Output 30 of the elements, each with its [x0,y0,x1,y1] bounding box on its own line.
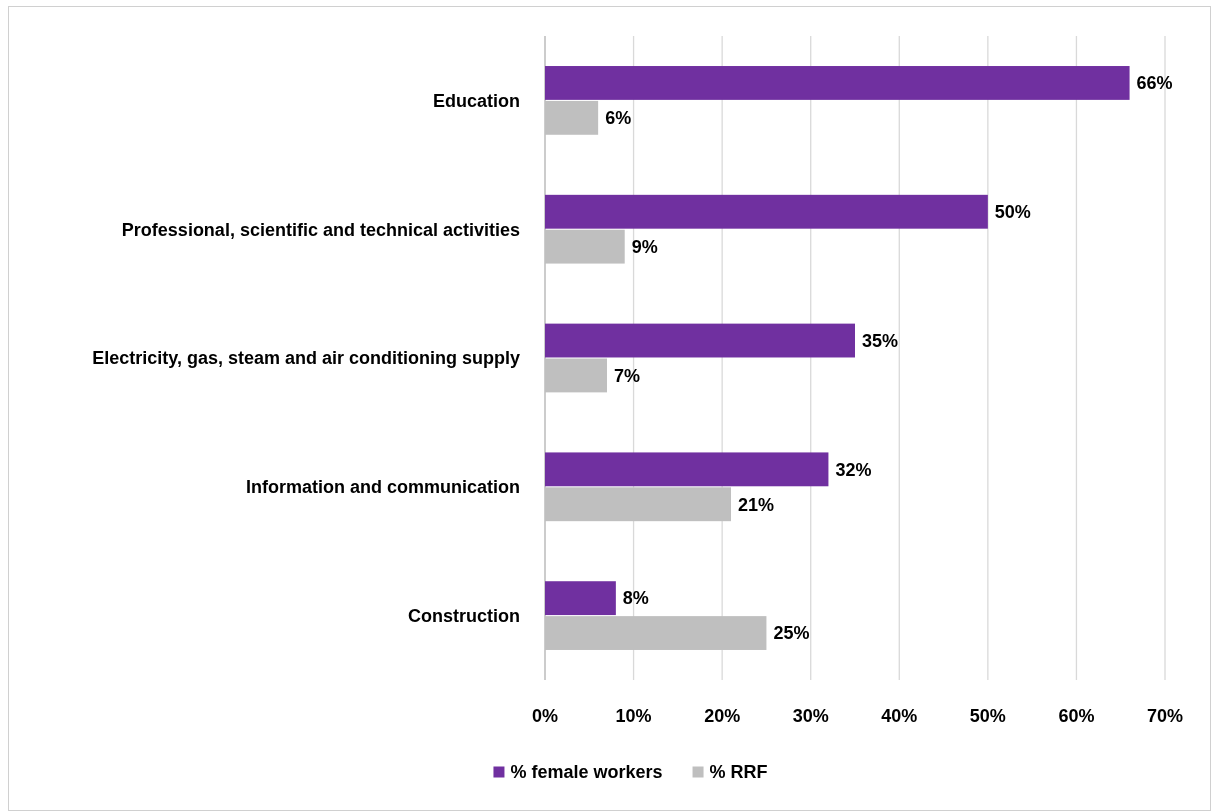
bar [545,581,616,616]
bar [545,194,988,229]
data-label: 32% [835,459,872,480]
x-tick-label: 50% [969,706,1006,727]
data-label: 66% [1136,73,1173,94]
y-tick-label: Professional, scientific and technical activities [121,219,520,240]
y-tick-label: Electricity, gas, steam and air conditioning supply [92,348,520,369]
legend-label: % RRF [709,762,768,783]
legend-label: % female workers [510,762,663,783]
y-tick-label: Construction [408,605,520,626]
bar [545,452,829,487]
x-tick-label: 0% [531,706,559,727]
data-label: 25% [773,623,810,644]
x-tick-label: 60% [1058,706,1095,727]
x-tick-label: 40% [881,706,918,727]
x-tick-label: 70% [1146,706,1184,727]
x-tick-label: 20% [704,706,741,727]
data-label: 35% [862,330,899,351]
data-label: 50% [994,202,1031,223]
data-label: 8% [622,588,649,609]
bar [545,66,1130,100]
data-label: 9% [631,236,658,257]
y-tick-label: Information and communication [245,477,520,498]
x-tick-label: 10% [615,706,652,727]
y-tick-label: Education [432,90,520,111]
data-label: 21% [738,494,775,515]
data-label: 6% [605,108,632,129]
bar [545,323,855,358]
data-label: 7% [614,365,641,386]
x-tick-label: 30% [792,706,829,727]
